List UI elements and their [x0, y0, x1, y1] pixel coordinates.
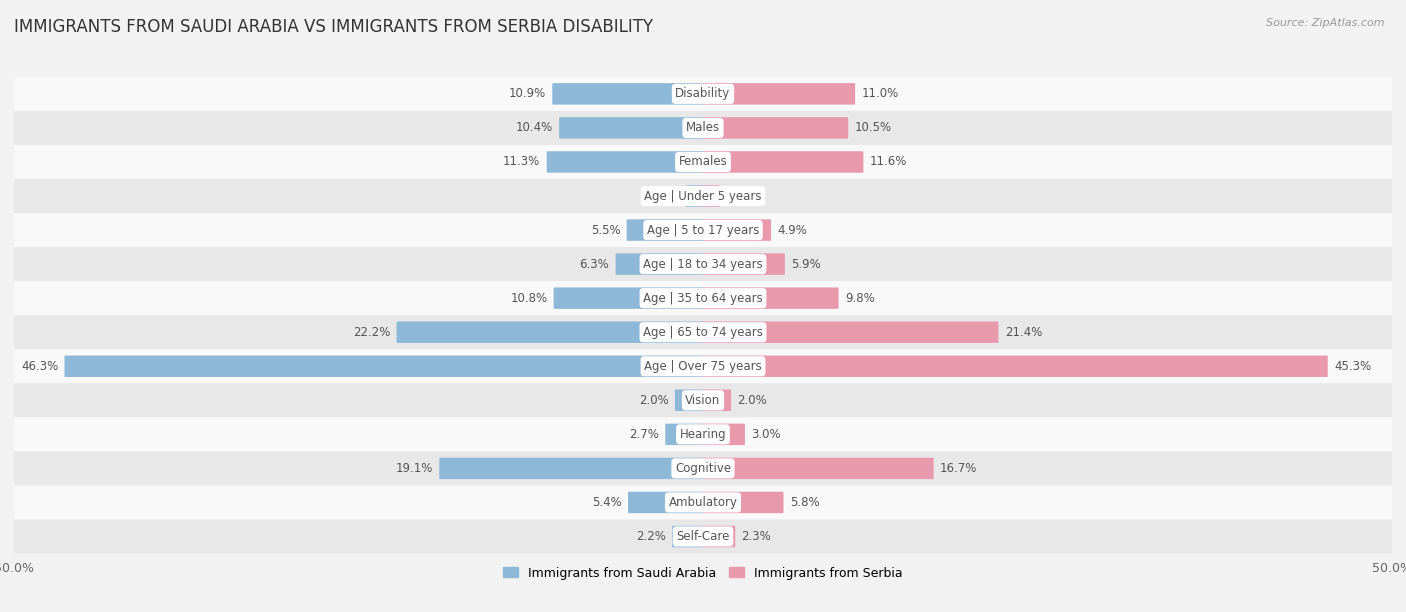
- Text: 5.8%: 5.8%: [790, 496, 820, 509]
- FancyBboxPatch shape: [672, 526, 703, 547]
- Text: 2.0%: 2.0%: [638, 394, 669, 407]
- Legend: Immigrants from Saudi Arabia, Immigrants from Serbia: Immigrants from Saudi Arabia, Immigrants…: [498, 562, 908, 584]
- FancyBboxPatch shape: [14, 520, 1392, 553]
- FancyBboxPatch shape: [703, 288, 838, 309]
- FancyBboxPatch shape: [628, 491, 703, 513]
- Text: 5.9%: 5.9%: [792, 258, 821, 271]
- Text: 10.4%: 10.4%: [516, 121, 553, 135]
- FancyBboxPatch shape: [703, 458, 934, 479]
- Text: 2.0%: 2.0%: [738, 394, 768, 407]
- Text: 10.8%: 10.8%: [510, 292, 547, 305]
- FancyBboxPatch shape: [14, 349, 1392, 383]
- Text: 11.6%: 11.6%: [870, 155, 907, 168]
- FancyBboxPatch shape: [14, 315, 1392, 349]
- FancyBboxPatch shape: [675, 390, 703, 411]
- FancyBboxPatch shape: [703, 253, 785, 275]
- FancyBboxPatch shape: [396, 321, 703, 343]
- Text: 9.8%: 9.8%: [845, 292, 875, 305]
- Text: Self-Care: Self-Care: [676, 530, 730, 543]
- Text: Age | Under 5 years: Age | Under 5 years: [644, 190, 762, 203]
- Text: Vision: Vision: [685, 394, 721, 407]
- FancyBboxPatch shape: [14, 281, 1392, 315]
- FancyBboxPatch shape: [14, 111, 1392, 145]
- Text: Age | 18 to 34 years: Age | 18 to 34 years: [643, 258, 763, 271]
- FancyBboxPatch shape: [703, 526, 735, 547]
- Text: 21.4%: 21.4%: [1005, 326, 1042, 338]
- FancyBboxPatch shape: [14, 417, 1392, 452]
- Text: Age | 65 to 74 years: Age | 65 to 74 years: [643, 326, 763, 338]
- Text: Disability: Disability: [675, 88, 731, 100]
- Text: 45.3%: 45.3%: [1334, 360, 1371, 373]
- FancyBboxPatch shape: [14, 485, 1392, 520]
- Text: 1.2%: 1.2%: [727, 190, 756, 203]
- Text: Hearing: Hearing: [679, 428, 727, 441]
- Text: Age | Over 75 years: Age | Over 75 years: [644, 360, 762, 373]
- Text: 2.7%: 2.7%: [628, 428, 659, 441]
- FancyBboxPatch shape: [14, 145, 1392, 179]
- FancyBboxPatch shape: [553, 83, 703, 105]
- FancyBboxPatch shape: [703, 117, 848, 139]
- FancyBboxPatch shape: [703, 83, 855, 105]
- FancyBboxPatch shape: [686, 185, 703, 207]
- FancyBboxPatch shape: [616, 253, 703, 275]
- FancyBboxPatch shape: [703, 321, 998, 343]
- Text: 6.3%: 6.3%: [579, 258, 609, 271]
- FancyBboxPatch shape: [439, 458, 703, 479]
- Text: 2.2%: 2.2%: [636, 530, 666, 543]
- FancyBboxPatch shape: [703, 219, 770, 241]
- FancyBboxPatch shape: [665, 424, 703, 445]
- FancyBboxPatch shape: [703, 151, 863, 173]
- Text: IMMIGRANTS FROM SAUDI ARABIA VS IMMIGRANTS FROM SERBIA DISABILITY: IMMIGRANTS FROM SAUDI ARABIA VS IMMIGRAN…: [14, 18, 654, 36]
- FancyBboxPatch shape: [65, 356, 703, 377]
- FancyBboxPatch shape: [14, 452, 1392, 485]
- Text: 19.1%: 19.1%: [395, 462, 433, 475]
- FancyBboxPatch shape: [14, 213, 1392, 247]
- Text: Ambulatory: Ambulatory: [668, 496, 738, 509]
- Text: 22.2%: 22.2%: [353, 326, 391, 338]
- Text: 16.7%: 16.7%: [941, 462, 977, 475]
- Text: 10.9%: 10.9%: [509, 88, 546, 100]
- FancyBboxPatch shape: [703, 424, 745, 445]
- FancyBboxPatch shape: [560, 117, 703, 139]
- FancyBboxPatch shape: [627, 219, 703, 241]
- Text: 3.0%: 3.0%: [751, 428, 780, 441]
- FancyBboxPatch shape: [14, 179, 1392, 213]
- Text: 2.3%: 2.3%: [741, 530, 772, 543]
- Text: 46.3%: 46.3%: [21, 360, 58, 373]
- FancyBboxPatch shape: [554, 288, 703, 309]
- FancyBboxPatch shape: [547, 151, 703, 173]
- Text: Males: Males: [686, 121, 720, 135]
- FancyBboxPatch shape: [703, 185, 720, 207]
- Text: 11.3%: 11.3%: [503, 155, 540, 168]
- Text: 5.5%: 5.5%: [591, 223, 620, 237]
- Text: Age | 35 to 64 years: Age | 35 to 64 years: [643, 292, 763, 305]
- FancyBboxPatch shape: [703, 390, 731, 411]
- Text: 11.0%: 11.0%: [862, 88, 898, 100]
- Text: 1.2%: 1.2%: [650, 190, 679, 203]
- FancyBboxPatch shape: [14, 247, 1392, 281]
- FancyBboxPatch shape: [703, 491, 783, 513]
- Text: Age | 5 to 17 years: Age | 5 to 17 years: [647, 223, 759, 237]
- FancyBboxPatch shape: [14, 77, 1392, 111]
- FancyBboxPatch shape: [703, 356, 1327, 377]
- Text: 10.5%: 10.5%: [855, 121, 891, 135]
- Text: 4.9%: 4.9%: [778, 223, 807, 237]
- Text: Cognitive: Cognitive: [675, 462, 731, 475]
- FancyBboxPatch shape: [14, 383, 1392, 417]
- Text: 5.4%: 5.4%: [592, 496, 621, 509]
- Text: Source: ZipAtlas.com: Source: ZipAtlas.com: [1267, 18, 1385, 28]
- Text: Females: Females: [679, 155, 727, 168]
